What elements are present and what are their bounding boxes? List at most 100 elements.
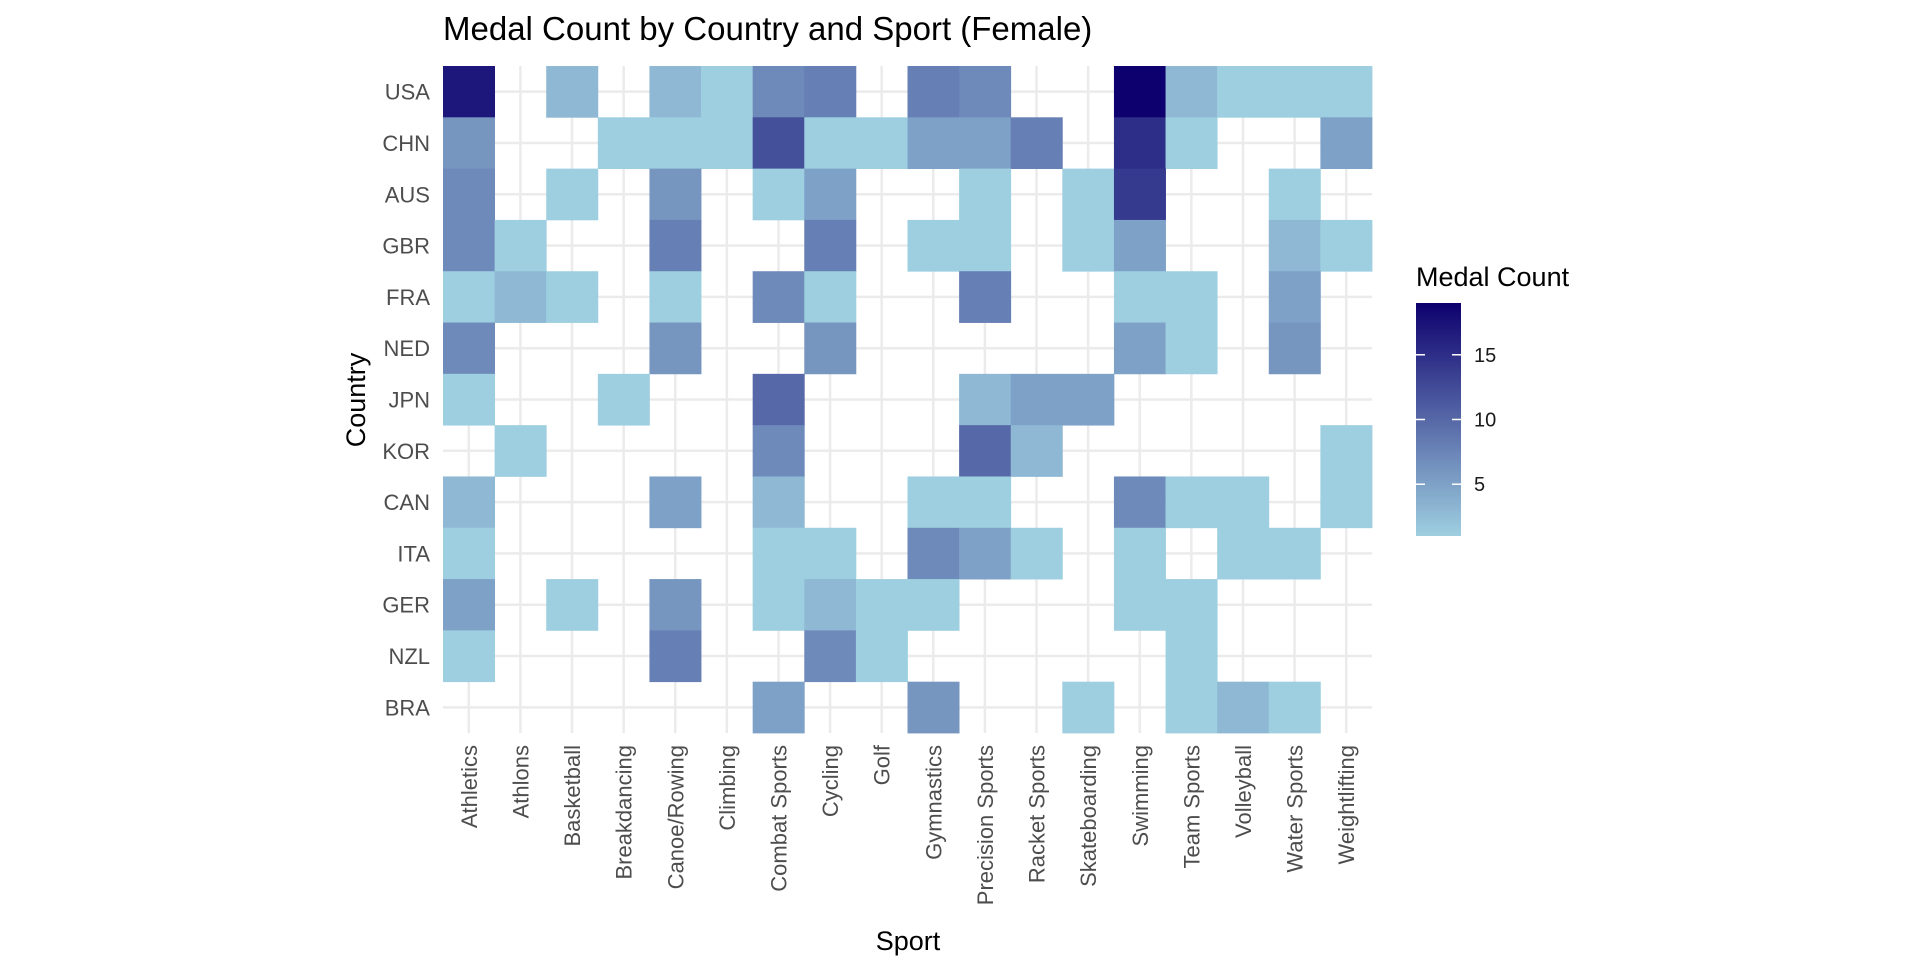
legend-tick-label-5: 5 [1474,474,1485,496]
cell-nzl-canoe-rowing [649,630,702,683]
cell-ned-canoe-rowing [649,322,702,375]
y-tick-bra: BRA [385,695,431,720]
cell-usa-basketball [546,66,599,118]
cell-can-precision-sports [959,476,1012,529]
cell-can-volleyball [1217,476,1270,529]
x-tick-team-sports: Team Sports [1179,745,1204,869]
cell-chn-gymnastics [907,117,960,170]
x-tick-athlons: Athlons [508,745,533,818]
cell-ned-cycling [804,322,857,375]
cell-can-canoe-rowing [649,476,702,529]
cell-jpn-athletics [443,373,496,426]
cell-fra-team-sports [1165,271,1218,323]
cell-ger-swimming [1113,579,1166,631]
cell-ita-cycling [804,527,857,580]
cell-ger-canoe-rowing [649,579,702,631]
y-axis-title: Country [341,352,371,447]
cell-ned-swimming [1113,322,1166,375]
cell-ita-volleyball [1217,527,1270,580]
cell-jpn-breakdancing [597,373,650,426]
cell-gbr-swimming [1113,219,1166,272]
y-tick-jpn: JPN [388,388,430,413]
y-tick-ned: NED [384,336,430,361]
cell-usa-volleyball [1217,66,1270,118]
x-tick-golf: Golf [870,744,895,785]
cell-gbr-water-sports [1268,219,1321,272]
cell-kor-weightlifting [1320,425,1373,477]
cell-ita-athletics [443,527,496,580]
cell-fra-basketball [546,271,599,323]
y-axis-tick-labels: USA CHN AUS GBR FRA NED JPN KOR CAN ITA GER NZL BRA [382,80,430,721]
cell-chn-canoe-rowing [649,117,702,170]
cell-aus-combat-sports [752,168,805,221]
x-tick-volleyball: Volleyball [1231,745,1256,838]
cell-usa-athletics [443,66,496,118]
x-tick-skateboarding: Skateboarding [1076,745,1101,887]
cell-kor-athlons [494,425,547,477]
cell-gbr-weightlifting [1320,219,1373,272]
x-tick-racket-sports: Racket Sports [1025,745,1050,883]
cell-ger-golf [855,579,908,631]
cell-kor-combat-sports [752,425,805,477]
x-tick-breakdancing: Breakdancing [612,745,637,880]
cell-chn-racket-sports [1010,117,1063,170]
cell-chn-precision-sports [959,117,1012,170]
x-tick-weightlifting: Weightlifting [1334,745,1359,864]
cell-usa-gymnastics [907,66,960,118]
legend-ticks: 5 10 15 [1416,345,1496,496]
cell-can-team-sports [1165,476,1218,529]
cell-ger-gymnastics [907,579,960,631]
cell-gbr-cycling [804,219,857,272]
x-tick-gymnastics: Gymnastics [921,745,946,860]
x-tick-canoe-rowing: Canoe/Rowing [663,745,688,889]
x-tick-basketball: Basketball [560,745,585,847]
cell-ger-athletics [443,579,496,631]
cell-usa-climbing [701,66,754,118]
cell-ita-water-sports [1268,527,1321,580]
cell-gbr-precision-sports [959,219,1012,272]
cell-chn-golf [855,117,908,170]
cell-fra-athlons [494,271,547,323]
y-tick-ita: ITA [397,541,430,566]
x-axis-title: Sport [876,926,941,956]
cell-gbr-athletics [443,219,496,272]
cell-chn-swimming [1113,117,1166,170]
cell-ned-athletics [443,322,496,375]
legend-title: Medal Count [1416,262,1570,292]
cell-bra-gymnastics [907,681,960,734]
cell-can-swimming [1113,476,1166,529]
chart-title: Medal Count by Country and Sport (Female… [443,10,1092,47]
cell-bra-skateboarding [1062,681,1115,734]
y-tick-nzl: NZL [388,644,430,669]
cell-bra-water-sports [1268,681,1321,734]
cell-aus-swimming [1113,168,1166,221]
color-legend: Medal Count 5 10 15 [1416,262,1570,536]
cell-fra-cycling [804,271,857,323]
cell-usa-cycling [804,66,857,118]
cell-ger-basketball [546,579,599,631]
heatmap-cells [443,66,1373,734]
cell-ita-precision-sports [959,527,1012,580]
y-tick-kor: KOR [382,439,430,464]
cell-can-athletics [443,476,496,529]
legend-tick-label-10: 10 [1474,410,1496,432]
cell-bra-combat-sports [752,681,805,734]
y-tick-gbr: GBR [382,234,430,259]
cell-fra-water-sports [1268,271,1321,323]
cell-jpn-skateboarding [1062,373,1115,426]
cell-ger-cycling [804,579,857,631]
cell-usa-swimming [1113,66,1166,118]
cell-ned-team-sports [1165,322,1218,375]
y-tick-fra: FRA [386,285,430,310]
cell-can-weightlifting [1320,476,1373,529]
y-tick-can: CAN [384,490,430,515]
y-tick-ger: GER [382,593,430,618]
cell-usa-team-sports [1165,66,1218,118]
cell-chn-cycling [804,117,857,170]
cell-gbr-gymnastics [907,219,960,272]
cell-nzl-team-sports [1165,630,1218,683]
cell-bra-team-sports [1165,681,1218,734]
cell-aus-skateboarding [1062,168,1115,221]
